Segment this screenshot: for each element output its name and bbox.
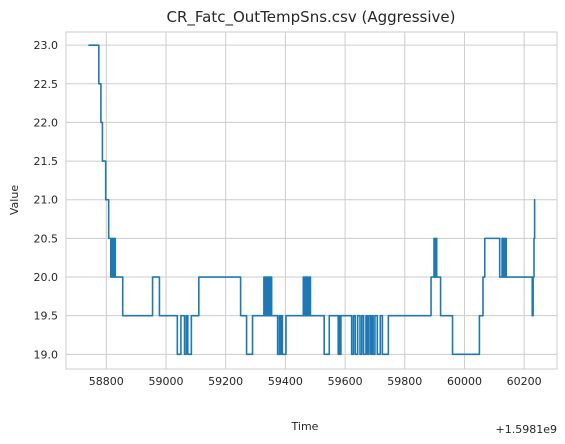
y-axis-ticks: 19.0 19.5 20.0 20.5 21.0 21.5 22.0 22.5 23.0 [34, 39, 59, 361]
y-tick-label: 20.5 [34, 232, 59, 245]
x-axis-ticks: 58800 59000 59200 59400 59600 59800 60000 60200 [89, 375, 542, 388]
y-axis-label: Value [8, 185, 21, 215]
x-axis-label: Time [291, 420, 319, 433]
series-layer [88, 44, 536, 356]
x-tick-label: 59200 [208, 375, 243, 388]
x-tick-label: 60200 [507, 375, 542, 388]
y-tick-label: 23.0 [34, 39, 59, 52]
y-tick-label: 19.5 [34, 310, 59, 323]
y-tick-label: 21.0 [34, 194, 59, 207]
y-tick-label: 21.5 [34, 155, 59, 168]
x-axis-offset-label: +1.5981e9 [496, 423, 557, 436]
x-tick-label: 59600 [328, 375, 363, 388]
y-tick-label: 22.5 [34, 78, 59, 91]
y-tick-label: 20.0 [34, 271, 59, 284]
x-tick-label: 59400 [268, 375, 303, 388]
y-tick-label: 19.0 [34, 348, 59, 361]
x-tick-label: 60000 [447, 375, 482, 388]
grid [66, 32, 557, 369]
series-line [88, 44, 536, 356]
plot-area-frame [65, 31, 558, 370]
chart-title: CR_Fatc_OutTempSns.csv (Aggressive) [167, 8, 456, 27]
x-tick-label: 59000 [148, 375, 183, 388]
y-tick-label: 22.0 [34, 116, 59, 129]
x-tick-label: 58800 [89, 375, 124, 388]
x-tick-label: 59800 [387, 375, 422, 388]
